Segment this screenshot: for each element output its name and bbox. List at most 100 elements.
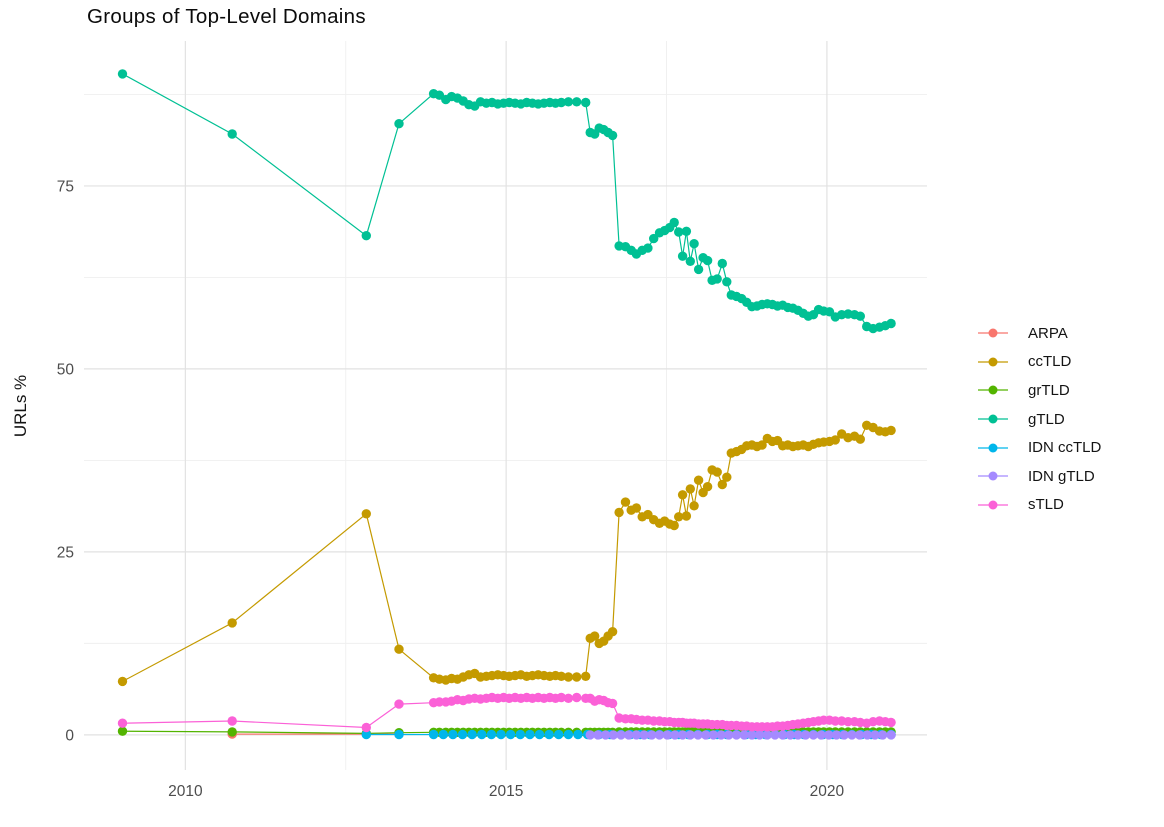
data-point-cctld [590, 631, 600, 641]
data-point-gtld [681, 226, 692, 236]
legend-label: IDN ccTLD [1028, 439, 1102, 457]
data-point-gtld [702, 255, 713, 266]
data-point-gtld [643, 243, 653, 253]
data-point-gtld [607, 130, 618, 141]
y-axis-tick-label: 0 [65, 727, 74, 744]
data-point-gtld [649, 233, 659, 244]
data-point-idn-gtld [685, 730, 695, 740]
legend-key-icon [978, 443, 1008, 453]
data-point-cctld [693, 475, 704, 485]
data-point-cctld [689, 501, 699, 511]
data-point-idn-gtld [593, 730, 603, 740]
data-point-idn-gtld [854, 730, 865, 740]
legend: ARPA ccTLD grTLD gTLD IDN ccTLD IDN gTLD… [977, 319, 1101, 519]
legend-key-icon [978, 414, 1008, 424]
data-point-idn-cctld [573, 729, 583, 740]
legend-item: grTLD [977, 376, 1101, 405]
data-point-idn-gtld [793, 730, 803, 740]
data-point-idn-gtld [724, 730, 734, 740]
series-line-gtld [122, 73, 892, 330]
data-point-gtld [712, 274, 722, 284]
chart-title: Groups of Top-Level Domains [87, 5, 366, 28]
data-point-stld [117, 718, 128, 728]
y-axis-tick-label: 50 [57, 361, 75, 378]
data-point-cctld [722, 472, 732, 482]
data-point-gtld [886, 318, 896, 329]
data-point-idn-gtld [662, 730, 672, 740]
data-point-gtld [693, 264, 704, 275]
x-axis-tick-label: 2015 [489, 783, 523, 800]
data-point-gtld [677, 251, 688, 261]
data-point-cctld [572, 672, 582, 682]
data-point-idn-cctld [467, 729, 477, 740]
legend-label: IDN gTLD [1028, 467, 1095, 485]
legend-item: gTLD [977, 405, 1101, 434]
data-point-cctld [702, 482, 713, 492]
data-point-idn-cctld [505, 729, 516, 740]
data-point-idn-gtld [824, 730, 834, 740]
data-point-stld [556, 692, 566, 703]
data-point-idn-gtld [608, 730, 618, 740]
data-point-cctld [886, 425, 896, 436]
legend-label: grTLD [1028, 381, 1070, 399]
data-point-idn-gtld [716, 730, 726, 740]
data-point-idn-cctld [477, 729, 487, 740]
data-point-gtld [117, 69, 128, 79]
data-point-stld [886, 717, 896, 728]
data-point-gtld [394, 119, 404, 129]
data-point-stld [361, 722, 371, 733]
data-point-idn-gtld [647, 730, 657, 740]
data-point-idn-gtld [870, 730, 880, 740]
data-point-idn-gtld [731, 730, 742, 740]
data-point-idn-gtld [624, 730, 634, 740]
data-point-idn-gtld [708, 730, 719, 740]
data-point-idn-gtld [762, 730, 772, 740]
data-point-grtld [227, 727, 237, 737]
data-point-gtld [669, 217, 679, 228]
x-axis-tick-label: 2020 [810, 783, 845, 800]
data-point-cctld [669, 520, 679, 531]
data-point-idn-gtld [878, 730, 888, 740]
data-point-idn-gtld [616, 730, 626, 740]
data-point-idn-gtld [654, 730, 665, 740]
data-point-cctld [674, 512, 684, 522]
legend-item: ARPA [977, 319, 1101, 348]
data-point-idn-cctld [394, 729, 404, 740]
data-point-cctld [855, 434, 865, 444]
data-point-cctld [830, 435, 840, 445]
data-point-idn-gtld [747, 730, 757, 740]
data-point-cctld [117, 676, 128, 687]
data-point-stld [394, 699, 404, 709]
data-point-idn-cctld [486, 729, 497, 740]
data-point-gtld [717, 258, 727, 269]
data-point-cctld [620, 497, 631, 507]
data-point-idn-cctld [496, 729, 506, 740]
data-point-cctld [712, 467, 722, 477]
x-axis-tick-label: 2010 [168, 783, 203, 800]
data-point-idn-cctld [534, 729, 545, 740]
legend-item: IDN ccTLD [977, 433, 1101, 462]
legend-item: sTLD [977, 491, 1101, 520]
data-point-idn-cctld [563, 729, 574, 740]
data-point-idn-gtld [808, 730, 819, 740]
legend-key-icon [978, 385, 1008, 395]
data-point-idn-gtld [831, 730, 842, 740]
data-point-idn-gtld [839, 730, 849, 740]
legend-key-icon [978, 357, 1008, 367]
data-point-idn-gtld [785, 730, 795, 740]
data-point-idn-gtld [585, 730, 595, 740]
data-point-cctld [563, 672, 574, 682]
data-point-gtld [227, 129, 237, 139]
legend-label: gTLD [1028, 410, 1065, 428]
data-point-cctld [685, 484, 695, 494]
data-point-stld [227, 716, 237, 726]
data-point-cctld [227, 618, 237, 628]
data-point-stld [572, 692, 582, 703]
data-point-idn-gtld [739, 730, 749, 740]
legend-key-icon [978, 328, 1008, 338]
data-point-idn-gtld [886, 730, 896, 740]
data-point-idn-gtld [816, 730, 826, 740]
y-axis-tick-label: 25 [57, 544, 74, 561]
data-point-cctld [681, 511, 692, 521]
